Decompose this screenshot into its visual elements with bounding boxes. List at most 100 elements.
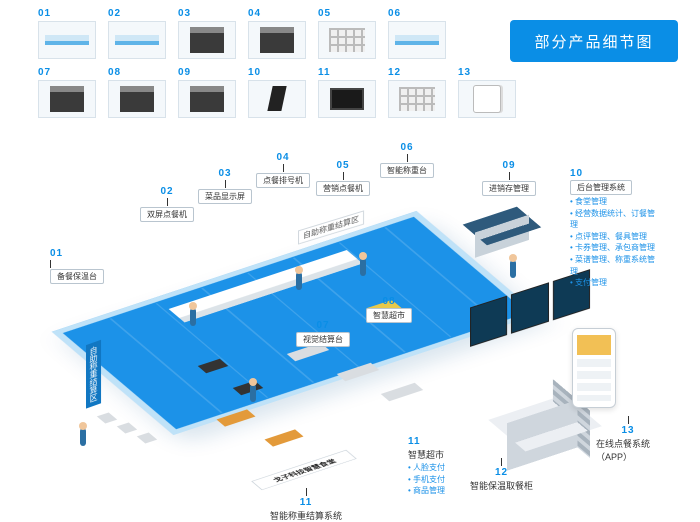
callout-list-item: 支付管理 — [570, 277, 660, 289]
thumb-preview — [38, 21, 96, 59]
callout-07: 07 视觉结算台 — [296, 320, 350, 347]
thumb-num: 01 — [38, 8, 51, 19]
banner-title: 部分产品细节图 — [534, 31, 653, 52]
callout-num: 09 — [502, 160, 515, 171]
thumb-num: 11 — [318, 67, 331, 78]
callout-label: 备餐保温台 — [50, 269, 104, 284]
thumb-preview — [38, 80, 96, 118]
callout-title: 后台管理系统 — [570, 180, 632, 195]
thumb-num: 07 — [38, 67, 51, 78]
floor-brand-sign: 戈子科技智慧食堂 — [251, 450, 357, 490]
app-phone-mock — [572, 328, 616, 408]
callout-label: 营销点餐机 — [316, 181, 370, 196]
callout-label: 进销存管理 — [482, 181, 536, 196]
thumb-06[interactable]: 06 — [388, 8, 446, 59]
callout-list-item: 商品管理 — [408, 485, 445, 497]
thumb-num: 13 — [458, 67, 471, 78]
thumb-preview — [178, 80, 236, 118]
thumb-13[interactable]: 13 — [458, 67, 516, 118]
callout-01: 01 备餐保温台 — [50, 248, 104, 284]
thumb-num: 04 — [248, 8, 261, 19]
callout-num: 05 — [336, 160, 349, 171]
thumb-num: 08 — [108, 67, 121, 78]
callout-num: 07 — [316, 320, 329, 331]
callout-12: 12 智能保温取餐柜 — [470, 458, 533, 492]
thumb-01[interactable]: 01 — [38, 8, 96, 59]
callout-num: 04 — [276, 152, 289, 163]
product-thumbnails: 01 02 03 04 05 06 07 08 — [38, 8, 516, 118]
callout-11-side: 11 智慧超市 人脸支付 手机支付 商品管理 — [408, 436, 445, 497]
callout-02: 02 双屏点餐机 — [140, 186, 194, 222]
thumb-preview — [108, 80, 166, 118]
thumb-num: 10 — [248, 67, 261, 78]
callout-num: 01 — [50, 248, 63, 259]
callout-list-item: 卡券管理、承包商管理 — [570, 242, 660, 254]
callout-num: 11 — [408, 436, 421, 447]
thumb-preview — [458, 80, 516, 118]
thumb-row-1: 01 02 03 04 05 06 — [38, 8, 516, 59]
turnstile — [137, 432, 157, 443]
produce-cart — [264, 429, 303, 446]
isometric-scene: 自助称重结算区 戈子科技智慧食堂 自助称重结算区 01 备餐保温台 02 双屏点… — [40, 148, 660, 508]
thumb-num: 02 — [108, 8, 121, 19]
thumb-num: 12 — [388, 67, 401, 78]
floor-sign-text: 戈子科技智慧食堂 — [270, 457, 338, 483]
thumb-preview — [248, 21, 306, 59]
thumb-08[interactable]: 08 — [108, 67, 166, 118]
thumb-num: 09 — [178, 67, 191, 78]
callout-label: 智能称重结算系统 — [270, 509, 342, 522]
callout-list-item: 食堂管理 — [570, 196, 660, 208]
thumb-11[interactable]: 11 — [318, 67, 376, 118]
callout-13: 13 在线点餐系统（APP） — [596, 416, 660, 463]
callout-num: 08 — [382, 296, 395, 307]
thumb-12[interactable]: 12 — [388, 67, 446, 118]
person-icon — [80, 428, 86, 446]
callout-list: 人脸支付 手机支付 商品管理 — [408, 462, 445, 497]
thumb-num: 03 — [178, 8, 191, 19]
thumb-05[interactable]: 05 — [318, 8, 376, 59]
callout-list-item: 人脸支付 — [408, 462, 445, 474]
callout-num: 10 — [570, 168, 583, 179]
callout-list-item: 经营数据统计、订餐管理 — [570, 208, 660, 231]
thumb-preview — [318, 80, 376, 118]
floor — [52, 211, 539, 435]
section-banner: 部分产品细节图 — [510, 20, 678, 62]
callout-label: 点餐排号机 — [256, 173, 310, 188]
callout-label: 智能保温取餐柜 — [470, 479, 533, 492]
callout-list: 食堂管理 经营数据统计、订餐管理 点评管理、餐具管理 卡券管理、承包商管理 菜谱… — [570, 196, 660, 289]
callout-11-bottom: 11 智能称重结算系统 — [270, 488, 342, 522]
callout-num: 06 — [400, 142, 413, 153]
callout-03: 03 菜品显示屏 — [198, 168, 252, 204]
desk — [381, 383, 423, 401]
thumb-preview — [248, 80, 306, 118]
callout-list-item: 点评管理、餐具管理 — [570, 231, 660, 243]
callout-05: 05 营销点餐机 — [316, 160, 370, 196]
callout-label: 双屏点餐机 — [140, 207, 194, 222]
thumb-preview — [318, 21, 376, 59]
callout-num: 02 — [160, 186, 173, 197]
callout-label: 在线点餐系统（APP） — [596, 437, 660, 463]
person-icon — [250, 384, 256, 402]
thumb-preview — [388, 80, 446, 118]
thumb-03[interactable]: 03 — [178, 8, 236, 59]
callout-09: 09 进销存管理 — [482, 160, 536, 196]
vertical-area-sign: 自助称重结算区 — [86, 340, 101, 408]
thumb-row-2: 07 08 09 10 11 12 13 — [38, 67, 516, 118]
callout-list-item: 菜谱管理、称重系统管理 — [570, 254, 660, 277]
thumb-preview — [178, 21, 236, 59]
callout-label: 智慧超市 — [366, 308, 412, 323]
callout-06: 06 智能称重台 — [380, 142, 434, 178]
turnstile — [97, 412, 117, 423]
thumb-preview — [388, 21, 446, 59]
thumb-num: 06 — [388, 8, 401, 19]
callout-num: 03 — [218, 168, 231, 179]
callout-num: 13 — [621, 425, 634, 436]
callout-10: 10 后台管理系统 食堂管理 经营数据统计、订餐管理 点评管理、餐具管理 卡券管… — [570, 168, 660, 289]
callout-label: 智能称重台 — [380, 163, 434, 178]
thumb-04[interactable]: 04 — [248, 8, 306, 59]
thumb-09[interactable]: 09 — [178, 67, 236, 118]
thumb-10[interactable]: 10 — [248, 67, 306, 118]
thumb-02[interactable]: 02 — [108, 8, 166, 59]
person-icon — [296, 272, 302, 290]
thumb-07[interactable]: 07 — [38, 67, 96, 118]
